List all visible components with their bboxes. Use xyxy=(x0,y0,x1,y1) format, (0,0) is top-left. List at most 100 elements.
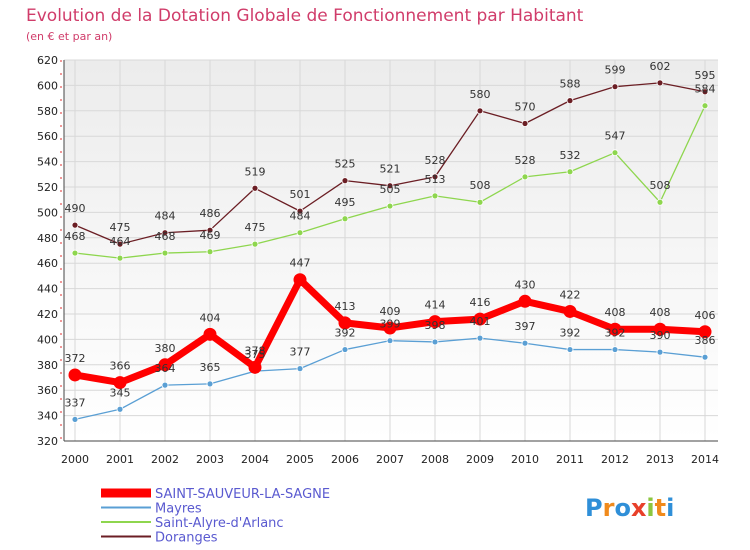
data-point xyxy=(68,368,82,382)
data-point xyxy=(341,177,349,185)
data-label: 508 xyxy=(470,179,491,192)
data-point xyxy=(428,315,442,329)
data-label: 484 xyxy=(290,210,311,223)
data-point xyxy=(341,215,349,223)
data-label: 505 xyxy=(380,183,401,196)
data-point xyxy=(386,337,394,345)
data-point xyxy=(383,321,397,335)
data-point xyxy=(203,327,217,341)
x-tick-label: 2013 xyxy=(646,453,674,466)
data-point xyxy=(116,254,124,262)
data-point xyxy=(341,346,349,353)
data-label: 399 xyxy=(380,318,401,331)
data-point xyxy=(251,184,259,192)
data-label: 378 xyxy=(245,344,266,357)
data-point xyxy=(71,249,79,257)
data-point xyxy=(296,207,304,215)
data-label: 521 xyxy=(380,163,401,176)
data-point xyxy=(656,198,664,206)
data-point xyxy=(518,294,532,308)
data-point xyxy=(248,360,262,374)
data-label: 547 xyxy=(605,130,626,143)
data-label: 490 xyxy=(65,202,86,215)
data-label: 469 xyxy=(200,229,221,242)
data-point xyxy=(161,249,169,257)
data-point xyxy=(293,273,307,287)
data-point xyxy=(611,149,619,157)
data-point xyxy=(611,83,619,91)
data-label: 525 xyxy=(335,158,356,171)
x-tick-label: 2003 xyxy=(196,453,224,466)
svg-text:Proxiti: Proxiti xyxy=(585,494,674,522)
data-label: 404 xyxy=(200,311,221,324)
data-point xyxy=(158,358,172,372)
data-label: 414 xyxy=(425,299,446,312)
x-tick-label: 2006 xyxy=(331,453,359,466)
data-point xyxy=(431,192,439,200)
axes: 320 340 360 380 400 420 440 460 480 500 520 540 560 5… xyxy=(37,54,719,466)
data-point xyxy=(251,240,259,248)
data-point xyxy=(431,173,439,181)
data-label: 408 xyxy=(605,306,626,319)
data-label: 390 xyxy=(650,329,671,342)
data-label: 584 xyxy=(695,83,716,96)
data-label: 508 xyxy=(650,179,671,192)
data-point xyxy=(698,325,712,339)
y-tick-label: 500 xyxy=(37,206,58,219)
data-point xyxy=(476,107,484,115)
x-tick-label: 2000 xyxy=(61,453,89,466)
y-tick-label: 440 xyxy=(37,283,58,296)
data-point xyxy=(386,182,394,190)
legend-label: Saint-Alyre-d'Arlanc xyxy=(155,516,284,531)
legend-label: Doranges xyxy=(155,531,218,546)
data-label: 484 xyxy=(155,210,176,223)
y-tick-label: 380 xyxy=(37,359,58,372)
data-point xyxy=(338,316,352,330)
x-tick-label: 2004 xyxy=(241,453,269,466)
data-labels: 490 475 484 486 519 501 525 521 528 580 570 588 599 6… xyxy=(65,60,716,410)
data-label: 372 xyxy=(65,352,86,365)
data-point xyxy=(71,416,79,423)
data-label: 345 xyxy=(110,386,131,399)
data-label: 337 xyxy=(65,396,86,409)
data-point xyxy=(608,322,622,336)
data-point xyxy=(656,79,664,87)
data-point xyxy=(476,334,484,342)
data-label: 392 xyxy=(605,327,626,340)
data-label: 392 xyxy=(560,327,581,340)
data-label: 475 xyxy=(110,221,131,234)
data-point xyxy=(473,312,487,326)
data-label: 468 xyxy=(155,230,176,243)
y-tick-label: 420 xyxy=(37,308,58,321)
data-label: 409 xyxy=(380,305,401,318)
data-label: 464 xyxy=(110,235,131,248)
data-point xyxy=(71,221,79,229)
data-label: 377 xyxy=(290,346,311,359)
data-label: 401 xyxy=(470,315,491,328)
x-tick-label: 2007 xyxy=(376,453,404,466)
data-label: 486 xyxy=(200,207,221,220)
data-point xyxy=(116,405,124,413)
data-point xyxy=(566,168,574,176)
legend-label: SAINT-SAUVEUR-LA-SAGNE xyxy=(155,487,330,502)
data-label: 532 xyxy=(560,149,581,162)
legend-label: Mayres xyxy=(155,502,202,517)
y-tick-label: 520 xyxy=(37,181,58,194)
x-tick-label: 2010 xyxy=(511,453,539,466)
data-label: 528 xyxy=(425,154,446,167)
x-tick-label: 2002 xyxy=(151,453,179,466)
data-point xyxy=(296,365,304,373)
y-tick-label: 360 xyxy=(37,384,58,397)
data-label: 519 xyxy=(245,165,266,178)
data-label: 375 xyxy=(245,348,266,361)
data-label: 380 xyxy=(155,342,176,355)
data-label: 392 xyxy=(335,327,356,340)
data-point xyxy=(113,376,127,390)
data-label: 398 xyxy=(425,319,446,332)
x-tick-label: 2014 xyxy=(691,453,719,466)
data-label: 430 xyxy=(515,278,536,291)
data-point xyxy=(206,226,214,234)
y-tick-label: 400 xyxy=(37,333,58,346)
